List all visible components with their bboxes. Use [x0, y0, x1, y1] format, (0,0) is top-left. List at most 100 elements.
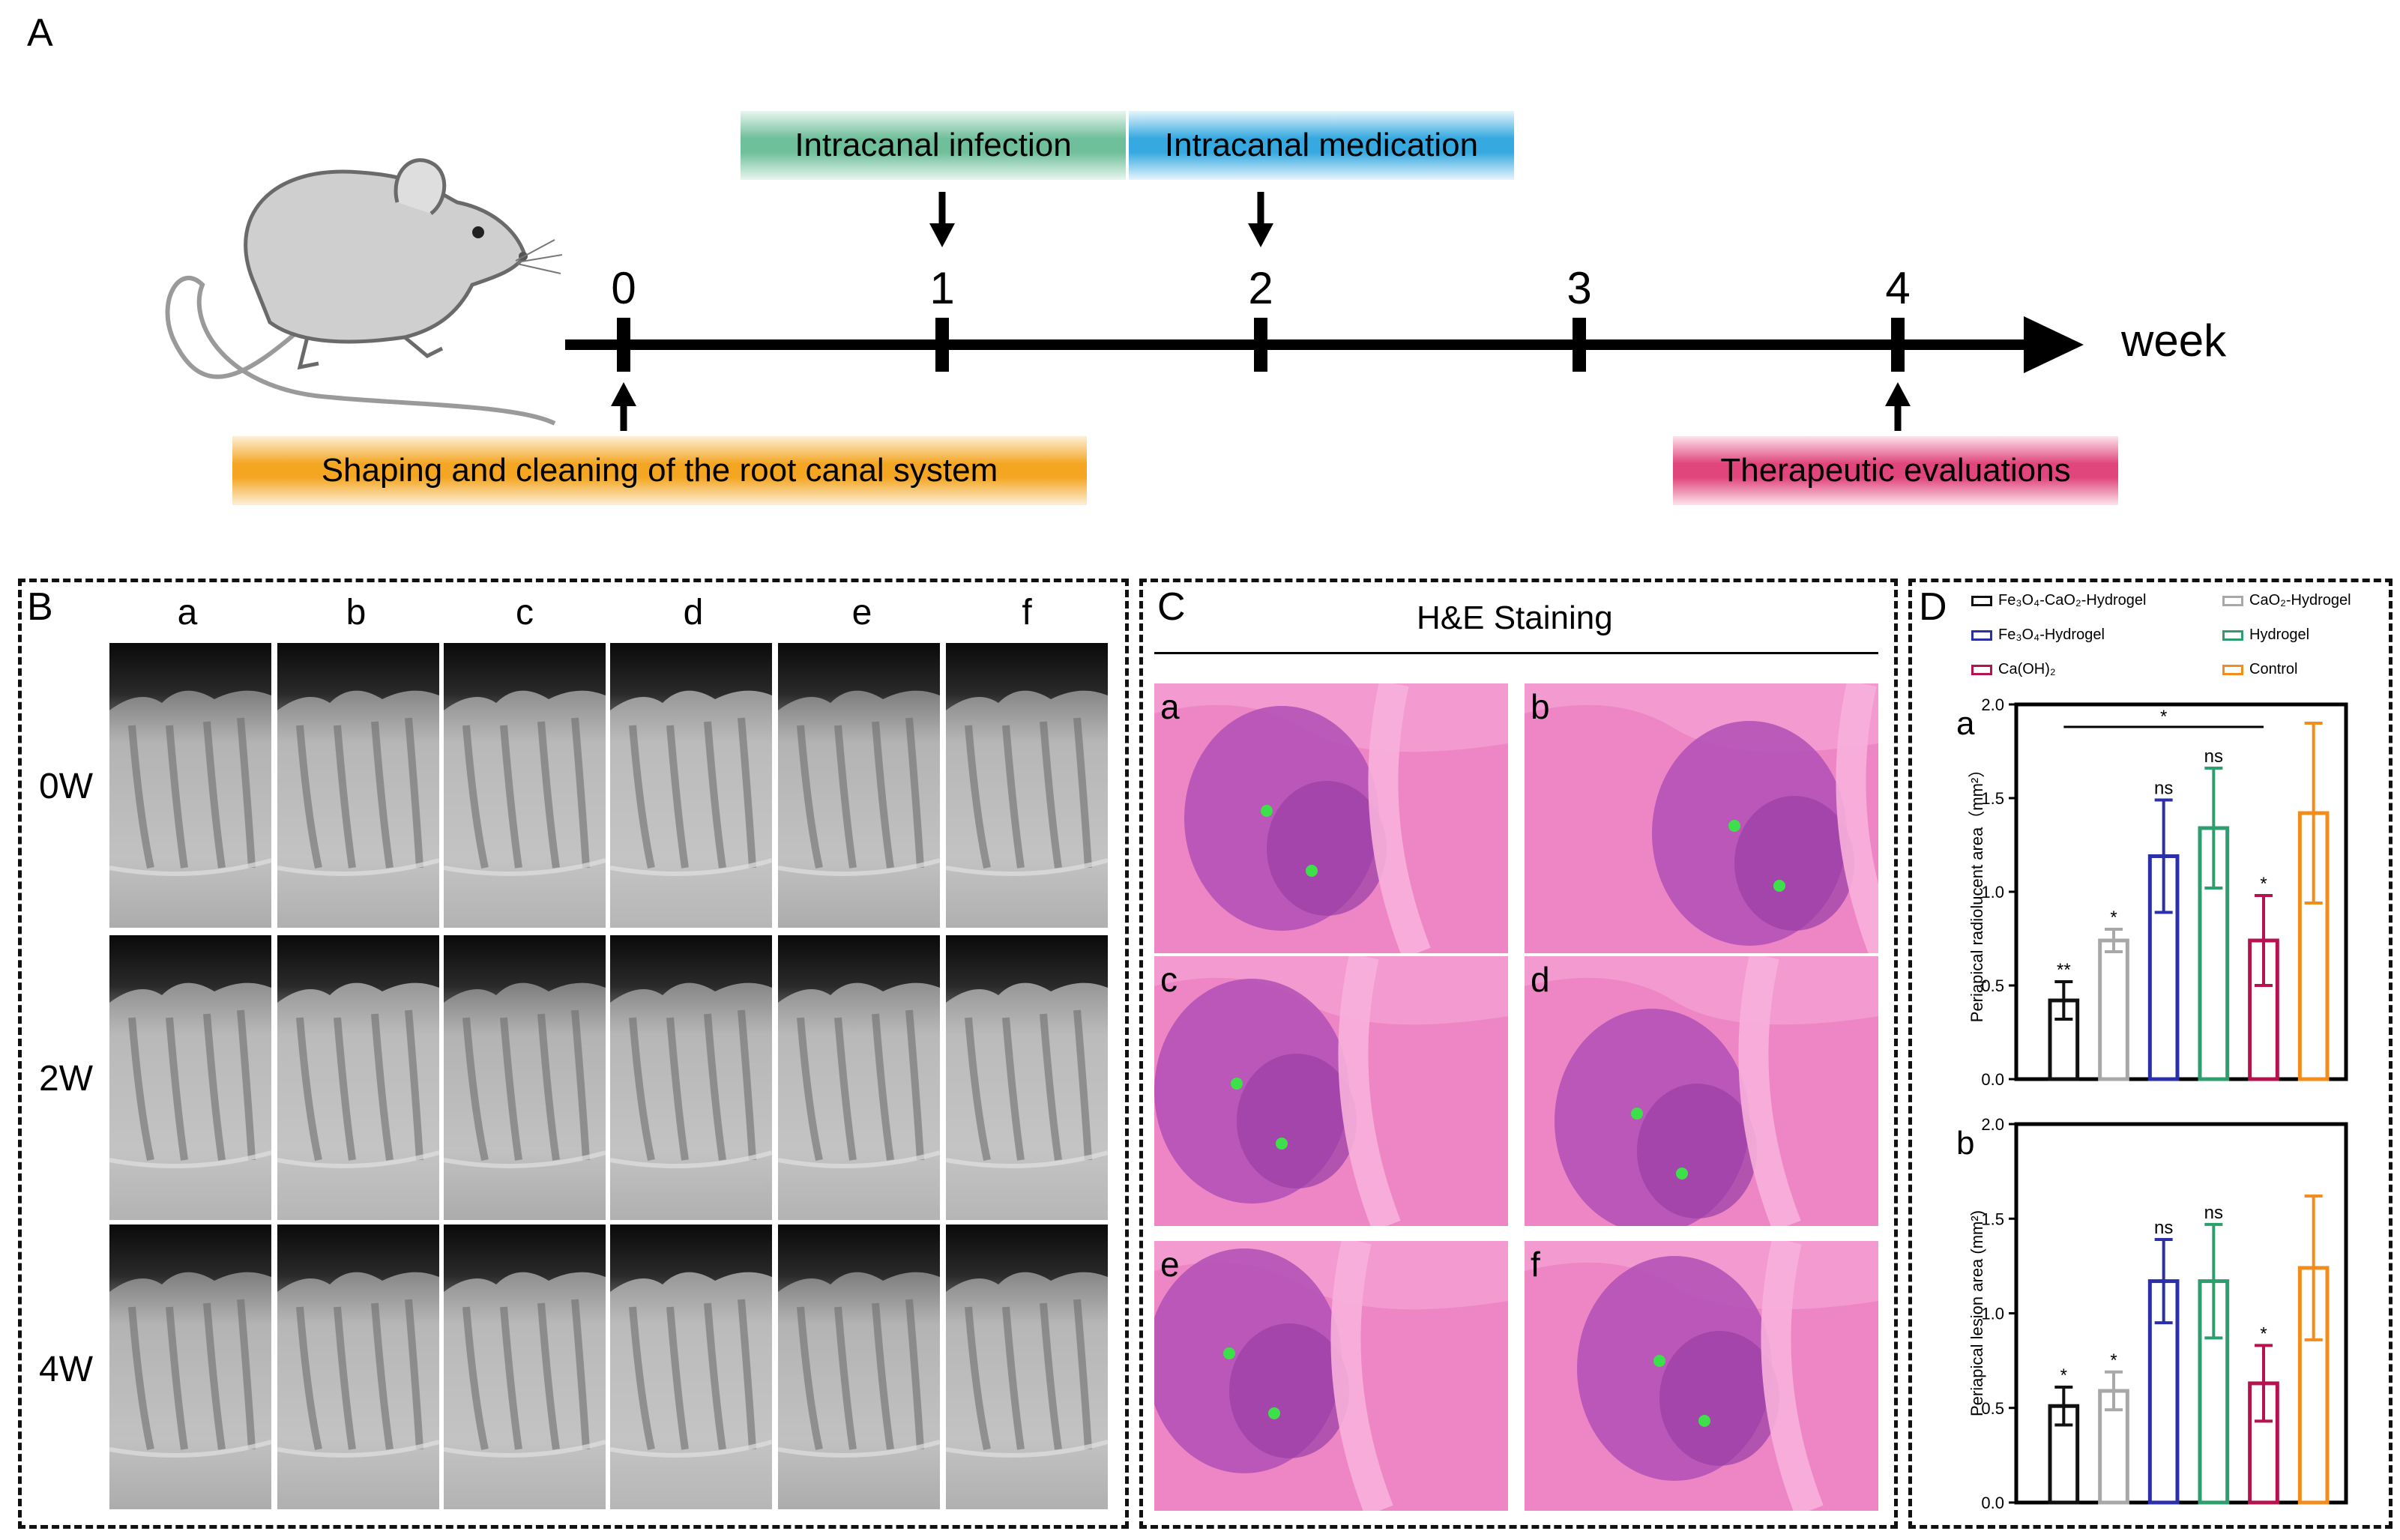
xray-image: [778, 1225, 940, 1509]
legend-swatch: [2222, 595, 2243, 606]
y-tick-label: 0.5: [1981, 1399, 2004, 1418]
legend-label: Fe₃O₄-CaO₂-Hydrogel: [1998, 592, 2147, 609]
y-axis-label: Periapical lesion area (mm²): [1968, 1210, 1986, 1416]
xray-image: [778, 935, 940, 1220]
y-tick-label: 0.0: [1981, 1494, 2004, 1512]
he-image-label: d: [1531, 960, 1550, 999]
xray-col-label-e: e: [851, 593, 872, 632]
bracket-label: *: [2160, 707, 2167, 727]
panel-b-frame: [18, 579, 1129, 1529]
significance-label: ns: [2204, 746, 2223, 767]
he-stain-image: d: [1525, 956, 1878, 1226]
evaluation-label: Therapeutic evaluations: [1720, 452, 2071, 489]
y-tick-label: 1.0: [1981, 883, 2004, 902]
legend-item-cao2-hydrogel: CaO₂-Hydrogel: [2222, 592, 2351, 609]
legend-item-caoh2: Ca(OH)₂: [1971, 661, 2056, 678]
timeline: [565, 192, 2084, 431]
xray-col-label-d: d: [683, 593, 704, 632]
chart-b: b 0.0 0.5 1.0 1.5 2.0 Periapical lesion area (…: [1956, 1115, 2348, 1512]
he-stain-image: a: [1154, 683, 1508, 953]
xray-image: [444, 1225, 606, 1509]
legend-item-control: Control: [2222, 661, 2297, 678]
shaping-label: Shaping and cleaning of the root canal s…: [321, 452, 998, 489]
chart-sublabel: a: [1956, 705, 1975, 742]
he-image-label: c: [1160, 960, 1178, 999]
legend-label: CaO₂-Hydrogel: [2249, 592, 2351, 609]
significance-label: *: [2110, 908, 2117, 928]
panel-b-letter: B: [27, 585, 53, 629]
intracanal-infection-label: Intracanal infection: [795, 127, 1072, 163]
xray-row-label-0w: 0W: [39, 767, 93, 806]
y-tick-label: 0.0: [1981, 1070, 2004, 1089]
evaluation-banner: Therapeutic evaluations: [1673, 436, 2118, 505]
significance-label: *: [2110, 1350, 2117, 1371]
he-stain-image: b: [1525, 683, 1878, 953]
plot-frame: [2014, 702, 2348, 1081]
xray-image: [610, 935, 772, 1220]
xray-col-label-a: a: [177, 593, 198, 632]
legend-label: Hydrogel: [2249, 626, 2310, 643]
intracanal-medication-banner: Intracanal medication: [1129, 111, 1514, 180]
he-image-label: b: [1531, 687, 1550, 726]
legend-swatch: [2222, 664, 2243, 675]
tick-label-1: 1: [929, 263, 955, 313]
xray-image: [277, 935, 439, 1220]
he-image-label: f: [1531, 1245, 1540, 1284]
panel-c-letter: C: [1157, 585, 1186, 629]
xray-image: [946, 643, 1108, 928]
xray-image: [277, 643, 439, 928]
y-tick-label: 1.0: [1981, 1305, 2004, 1323]
tick-label-3: 3: [1567, 263, 1592, 313]
y-tick-label: 2.0: [1981, 695, 2004, 714]
legend-label: Fe₃O₄-Hydrogel: [1998, 626, 2105, 643]
legend-label: Ca(OH)₂: [1998, 661, 2056, 677]
xray-image: [778, 643, 940, 928]
legend-item-fe3o4-cao2-hydrogel: Fe₃O₄-CaO₂-Hydrogel: [1971, 592, 2146, 609]
xray-image: [610, 643, 772, 928]
xray-image: [109, 1225, 271, 1509]
xray-image: [444, 935, 606, 1220]
bar: [2098, 938, 2129, 1081]
shaping-banner: Shaping and cleaning of the root canal s…: [232, 436, 1087, 505]
xray-image: [946, 935, 1108, 1220]
xray-col-label-f: f: [1022, 593, 1032, 632]
legend-swatch: [1971, 664, 1992, 675]
significance-label: ns: [2154, 1218, 2173, 1238]
significance-label: ns: [2204, 1203, 2223, 1223]
xray-image: [444, 643, 606, 928]
xray-image: [109, 643, 271, 928]
y-tick-label: 1.5: [1981, 789, 2004, 808]
significance-label: **: [2057, 960, 2071, 980]
panel-c-title: H&E Staining: [1417, 600, 1613, 636]
legend-swatch: [1971, 629, 1992, 641]
panel-a-letter: A: [27, 11, 53, 55]
legend-item-hydrogel: Hydrogel: [2222, 626, 2309, 644]
panel-d-frame: [1908, 579, 2393, 1529]
significance-label: *: [2060, 1365, 2067, 1386]
xray-image: [109, 935, 271, 1220]
tick-label-2: 2: [1248, 263, 1273, 313]
panel-d-letter: D: [1919, 585, 1947, 629]
xray-col-label-c: c: [516, 593, 534, 632]
legend-swatch: [2222, 629, 2243, 641]
xray-image: [610, 1225, 772, 1509]
significance-label: ns: [2154, 779, 2173, 799]
mouse-illustration: [165, 158, 562, 426]
he-image-label: e: [1160, 1245, 1180, 1284]
significance-label: *: [2260, 1323, 2267, 1344]
y-axis-label: Periapical radiolucent area（mm²）: [1968, 761, 1986, 1022]
intracanal-medication-label: Intracanal medication: [1164, 127, 1479, 163]
chart-sublabel: b: [1956, 1125, 1974, 1162]
tick-label-0: 0: [611, 263, 636, 313]
intracanal-infection-banner: Intracanal infection: [741, 111, 1126, 180]
legend-item-fe3o4-hydrogel: Fe₃O₄-Hydrogel: [1971, 626, 2105, 644]
legend-swatch: [1971, 595, 1992, 606]
he-stain-image: f: [1525, 1241, 1878, 1511]
panel-c-frame: [1139, 579, 1898, 1529]
panel-c-title-rule: [1154, 652, 1878, 654]
plot-frame: [2014, 1122, 2348, 1505]
he-image-label: a: [1160, 687, 1180, 726]
y-tick-label: 2.0: [1981, 1115, 2004, 1134]
xray-row-label-2w: 2W: [39, 1059, 93, 1099]
xray-image: [946, 1225, 1108, 1509]
